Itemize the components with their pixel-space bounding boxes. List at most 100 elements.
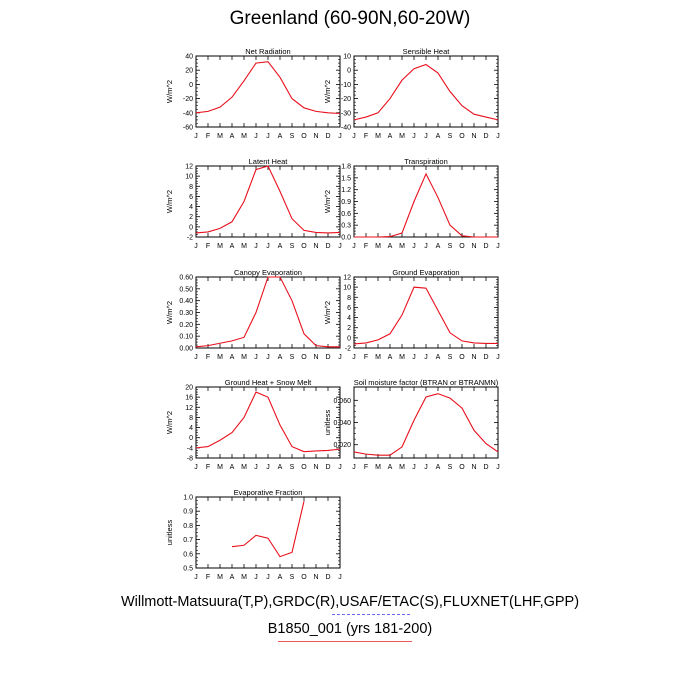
- y-tick-label: 0.6: [183, 551, 193, 558]
- x-tick-label: A: [436, 464, 441, 471]
- x-tick-label: O: [301, 243, 307, 250]
- y-tick-label: 0.5: [183, 566, 193, 573]
- x-tick-label: M: [217, 574, 223, 581]
- y-tick-label: 2: [347, 325, 351, 332]
- x-tick-label: N: [471, 243, 476, 250]
- y-axis-label: W/m^2: [323, 301, 332, 324]
- x-tick-label: M: [399, 354, 405, 361]
- y-tick-label: 10: [343, 54, 351, 61]
- x-tick-label: O: [301, 354, 307, 361]
- x-tick-label: O: [459, 243, 465, 250]
- x-tick-label: A: [388, 354, 393, 361]
- panel-title: Canopy Evaporation: [234, 268, 302, 277]
- x-tick-label: D: [483, 243, 488, 250]
- x-tick-label: M: [399, 243, 405, 250]
- x-tick-label: N: [471, 464, 476, 471]
- x-tick-label: A: [230, 574, 235, 581]
- plot-frame: [195, 276, 341, 349]
- x-tick-label: M: [375, 354, 381, 361]
- y-axis-label: W/m^2: [323, 190, 332, 213]
- x-tick-label: F: [206, 243, 210, 250]
- x-tick-label: F: [206, 133, 210, 140]
- x-tick-label: A: [230, 354, 235, 361]
- series-line: [195, 276, 340, 348]
- panel-title: Latent Heat: [249, 157, 289, 166]
- x-tick-label: A: [278, 133, 283, 140]
- x-tick-label: D: [483, 464, 488, 471]
- x-tick-label: J: [266, 243, 270, 250]
- y-tick-label: 16: [185, 395, 193, 402]
- x-tick-label: A: [436, 243, 441, 250]
- x-tick-label: J: [254, 464, 258, 471]
- x-tick-label: N: [313, 133, 318, 140]
- x-tick-label: A: [388, 464, 393, 471]
- x-tick-label: A: [278, 243, 283, 250]
- x-tick-label: J: [338, 243, 342, 250]
- x-tick-label: F: [206, 354, 210, 361]
- panel-title: Sensible Heat: [403, 47, 451, 56]
- x-tick-label: J: [352, 354, 356, 361]
- x-tick-label: J: [496, 464, 500, 471]
- y-axis-label: W/m^2: [323, 80, 332, 103]
- x-tick-label: O: [459, 133, 465, 140]
- series-line: [354, 172, 498, 238]
- plot-frame: [195, 55, 341, 128]
- x-tick-label: S: [448, 133, 453, 140]
- panel-title: Net Radiation: [245, 47, 290, 56]
- x-tick-label: M: [399, 133, 405, 140]
- x-tick-label: J: [194, 133, 198, 140]
- x-tick-label: D: [325, 354, 330, 361]
- series-line: [195, 391, 341, 453]
- y-tick-label: -4: [187, 445, 193, 452]
- panel-title: Evaporative Fraction: [234, 488, 303, 497]
- y-tick-label: 2: [189, 214, 193, 221]
- x-tick-label: J: [266, 464, 270, 471]
- x-tick-label: M: [241, 133, 247, 140]
- x-tick-label: M: [217, 464, 223, 471]
- x-tick-label: S: [290, 243, 295, 250]
- panel-title: Soil moisture factor (BTRAN or BTRANMN): [354, 378, 499, 387]
- x-tick-label: N: [471, 354, 476, 361]
- x-tick-label: A: [388, 243, 393, 250]
- y-tick-label: 0.20: [179, 322, 193, 329]
- y-tick-label: 4: [189, 425, 193, 432]
- x-tick-label: J: [338, 133, 342, 140]
- x-tick-label: O: [301, 574, 307, 581]
- y-tick-label: 20: [185, 68, 193, 75]
- x-tick-label: J: [352, 133, 356, 140]
- y-tick-label: -40: [183, 110, 193, 117]
- x-tick-label: A: [230, 243, 235, 250]
- y-tick-label: 8: [189, 415, 193, 422]
- chart-panel-4: TranspirationW/m^21.81.51.20.90.60.30.0J…: [323, 157, 500, 250]
- x-tick-label: D: [325, 574, 330, 581]
- chart-panel-9: Evaporative Fraction unitless 1.0 0.9 0.8 0.7…: [165, 488, 342, 581]
- y-tick-label: 0: [189, 435, 193, 442]
- x-tick-label: J: [254, 574, 258, 581]
- series-line: [231, 501, 305, 558]
- y-tick-label: 0.3: [341, 223, 351, 230]
- plot-frame: [195, 165, 341, 238]
- x-tick-label: F: [206, 574, 210, 581]
- y-tick-label: 0.60: [179, 275, 193, 282]
- y-tick-label: 0.0: [341, 235, 351, 242]
- x-tick-label: M: [241, 243, 247, 250]
- series-line: [195, 165, 341, 234]
- y-tick-label: -20: [341, 96, 351, 103]
- x-tick-label: J: [496, 133, 500, 140]
- x-tick-label: N: [313, 574, 318, 581]
- x-tick-label: M: [217, 133, 223, 140]
- series-line: [195, 61, 341, 115]
- y-tick-label: 4: [189, 204, 193, 211]
- x-tick-label: O: [301, 464, 307, 471]
- series-line: [353, 63, 499, 121]
- y-tick-label: 4: [347, 315, 351, 322]
- x-tick-label: N: [313, 354, 318, 361]
- x-tick-label: M: [241, 464, 247, 471]
- x-tick-label: J: [266, 574, 270, 581]
- x-tick-label: S: [448, 464, 453, 471]
- x-tick-label: A: [388, 133, 393, 140]
- panel-title: Ground Heat + Snow Melt: [225, 378, 312, 387]
- x-tick-label: S: [448, 354, 453, 361]
- y-tick-label: 0.50: [179, 286, 193, 293]
